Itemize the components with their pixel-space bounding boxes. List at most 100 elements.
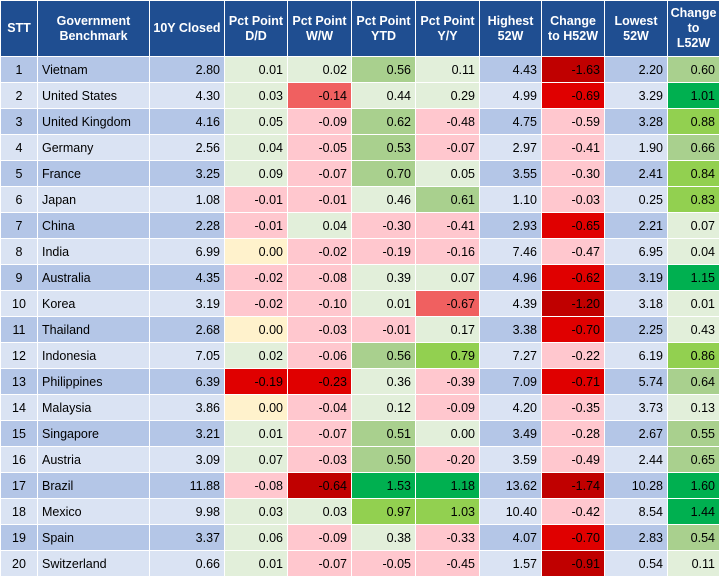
ytd-cell: 0.44 <box>351 82 416 109</box>
highest-cell: 4.39 <box>479 290 542 317</box>
dd-cell: 0.09 <box>224 160 288 187</box>
closed-cell: 9.98 <box>149 498 225 525</box>
highest-cell: 7.27 <box>479 342 542 369</box>
change-low-cell: 0.54 <box>667 524 720 551</box>
yy-cell: 0.79 <box>415 342 480 369</box>
change-low-cell: 0.04 <box>667 238 720 265</box>
table-row: 2 United States 4.30 0.03 -0.14 0.44 0.29 4.99-… <box>0 82 720 109</box>
change-low-cell: 0.86 <box>667 342 720 369</box>
stt-cell: 8 <box>0 238 38 265</box>
yy-cell: 0.07 <box>415 264 480 291</box>
yy-cell: 0.05 <box>415 160 480 187</box>
stt-cell: 12 <box>0 342 38 369</box>
yy-cell: -0.39 <box>415 368 480 395</box>
ytd-cell: 1.53 <box>351 472 416 499</box>
ww-cell: -0.14 <box>287 82 352 109</box>
table-row: 9 Australia 4.35 -0.02 -0.08 0.39 0.07 4.96 -0.6… <box>0 264 720 291</box>
ytd-cell: 0.46 <box>351 186 416 213</box>
lowest-cell: 8.54 <box>604 498 668 525</box>
ytd-cell: -0.01 <box>351 316 416 343</box>
ytd-cell: 0.36 <box>351 368 416 395</box>
change-high-cell: -0.70 <box>541 524 605 551</box>
change-high-cell: -0.41 <box>541 134 605 161</box>
table-row: 11 Thailand 2.68 0.00 -0.03 -0.01 0.17 3.38 -0.7… <box>0 316 720 343</box>
change-high-cell: -0.62 <box>541 264 605 291</box>
table-row: 19 Spain 3.37 0.06 -0.09 0.38 -0.33 4.07 -0.70 2.… <box>0 524 720 551</box>
stt-cell: 15 <box>0 420 38 447</box>
closed-cell: 2.28 <box>149 212 225 239</box>
dd-cell: 0.03 <box>224 82 288 109</box>
ww-cell: -0.08 <box>287 264 352 291</box>
ww-cell: -0.03 <box>287 316 352 343</box>
col-header-ytd: Pct Point YTD <box>351 0 416 57</box>
dd-cell: 0.01 <box>224 420 288 447</box>
dd-cell: 0.03 <box>224 498 288 525</box>
change-high-cell: -0.22 <box>541 342 605 369</box>
stt-cell: 17 <box>0 472 38 499</box>
country-cell: Thailand <box>37 316 150 343</box>
highest-cell: 2.93 <box>479 212 542 239</box>
yy-cell: -0.20 <box>415 446 480 473</box>
table-row: 12 Indonesia 7.05 0.02 -0.06 0.56 0.79 7.27 -0.2… <box>0 342 720 369</box>
highest-cell: 4.75 <box>479 108 542 135</box>
dd-cell: 0.07 <box>224 446 288 473</box>
ytd-cell: 0.38 <box>351 524 416 551</box>
yy-cell: -0.41 <box>415 212 480 239</box>
lowest-cell: 2.83 <box>604 524 668 551</box>
change-high-cell: -0.28 <box>541 420 605 447</box>
dd-cell: 0.02 <box>224 342 288 369</box>
yy-cell: 1.03 <box>415 498 480 525</box>
ww-cell: 0.02 <box>287 56 352 83</box>
highest-cell: 1.57 <box>479 550 542 577</box>
change-high-cell: -0.42 <box>541 498 605 525</box>
country-cell: Germany <box>37 134 150 161</box>
change-high-cell: -0.47 <box>541 238 605 265</box>
stt-cell: 16 <box>0 446 38 473</box>
ytd-cell: -0.30 <box>351 212 416 239</box>
ww-cell: -0.07 <box>287 160 352 187</box>
yy-cell: -0.45 <box>415 550 480 577</box>
ww-cell: -0.09 <box>287 108 352 135</box>
lowest-cell: 6.95 <box>604 238 668 265</box>
ww-cell: -0.02 <box>287 238 352 265</box>
change-high-cell: -1.63 <box>541 56 605 83</box>
yy-cell: -0.33 <box>415 524 480 551</box>
country-cell: Mexico <box>37 498 150 525</box>
ww-cell: -0.23 <box>287 368 352 395</box>
table-row: 6 Japan 1.08 -0.01 -0.01 0.46 0.61 1.10 -0.03 0.2… <box>0 186 720 213</box>
lowest-cell: 3.18 <box>604 290 668 317</box>
change-low-cell: 0.64 <box>667 368 720 395</box>
change-low-cell: 0.13 <box>667 394 720 421</box>
yy-cell: -0.67 <box>415 290 480 317</box>
lowest-cell: 2.67 <box>604 420 668 447</box>
highest-cell: 1.10 <box>479 186 542 213</box>
change-low-cell: 1.01 <box>667 82 720 109</box>
table-body: 1 Vietnam 2.80 0.01 0.02 0.56 0.11 4.43 -1.63 2.2… <box>0 56 720 577</box>
dd-cell: -0.08 <box>224 472 288 499</box>
stt-cell: 18 <box>0 498 38 525</box>
ytd-cell: 0.56 <box>351 342 416 369</box>
change-low-cell: 0.65 <box>667 446 720 473</box>
yy-cell: -0.16 <box>415 238 480 265</box>
table-row: 10 Korea 3.19 -0.02 -0.10 0.01 -0.67 4.39 -1.20 3… <box>0 290 720 317</box>
lowest-cell: 0.54 <box>604 550 668 577</box>
ww-cell: -0.03 <box>287 446 352 473</box>
lowest-cell: 2.44 <box>604 446 668 473</box>
yy-cell: -0.09 <box>415 394 480 421</box>
ww-cell: -0.10 <box>287 290 352 317</box>
dd-cell: 0.01 <box>224 56 288 83</box>
table-row: 8 India 6.99 0.00 -0.02 -0.19 -0.16 7.46 -0.47 6.… <box>0 238 720 265</box>
table-row: 18 Mexico 9.98 0.03 0.03 0.97 1.03 10.40 -0.42 8.… <box>0 498 720 525</box>
table-row: 3 United Kingdom 4.16 0.05 -0.09 0.62 -0.48 4.7… <box>0 108 720 135</box>
dd-cell: 0.01 <box>224 550 288 577</box>
country-cell: France <box>37 160 150 187</box>
country-cell: Japan <box>37 186 150 213</box>
ww-cell: 0.03 <box>287 498 352 525</box>
highest-cell: 3.59 <box>479 446 542 473</box>
change-high-cell: -0.69 <box>541 82 605 109</box>
ww-cell: -0.01 <box>287 186 352 213</box>
ytd-cell: 0.01 <box>351 290 416 317</box>
lowest-cell: 3.19 <box>604 264 668 291</box>
highest-cell: 7.46 <box>479 238 542 265</box>
change-low-cell: 0.01 <box>667 290 720 317</box>
